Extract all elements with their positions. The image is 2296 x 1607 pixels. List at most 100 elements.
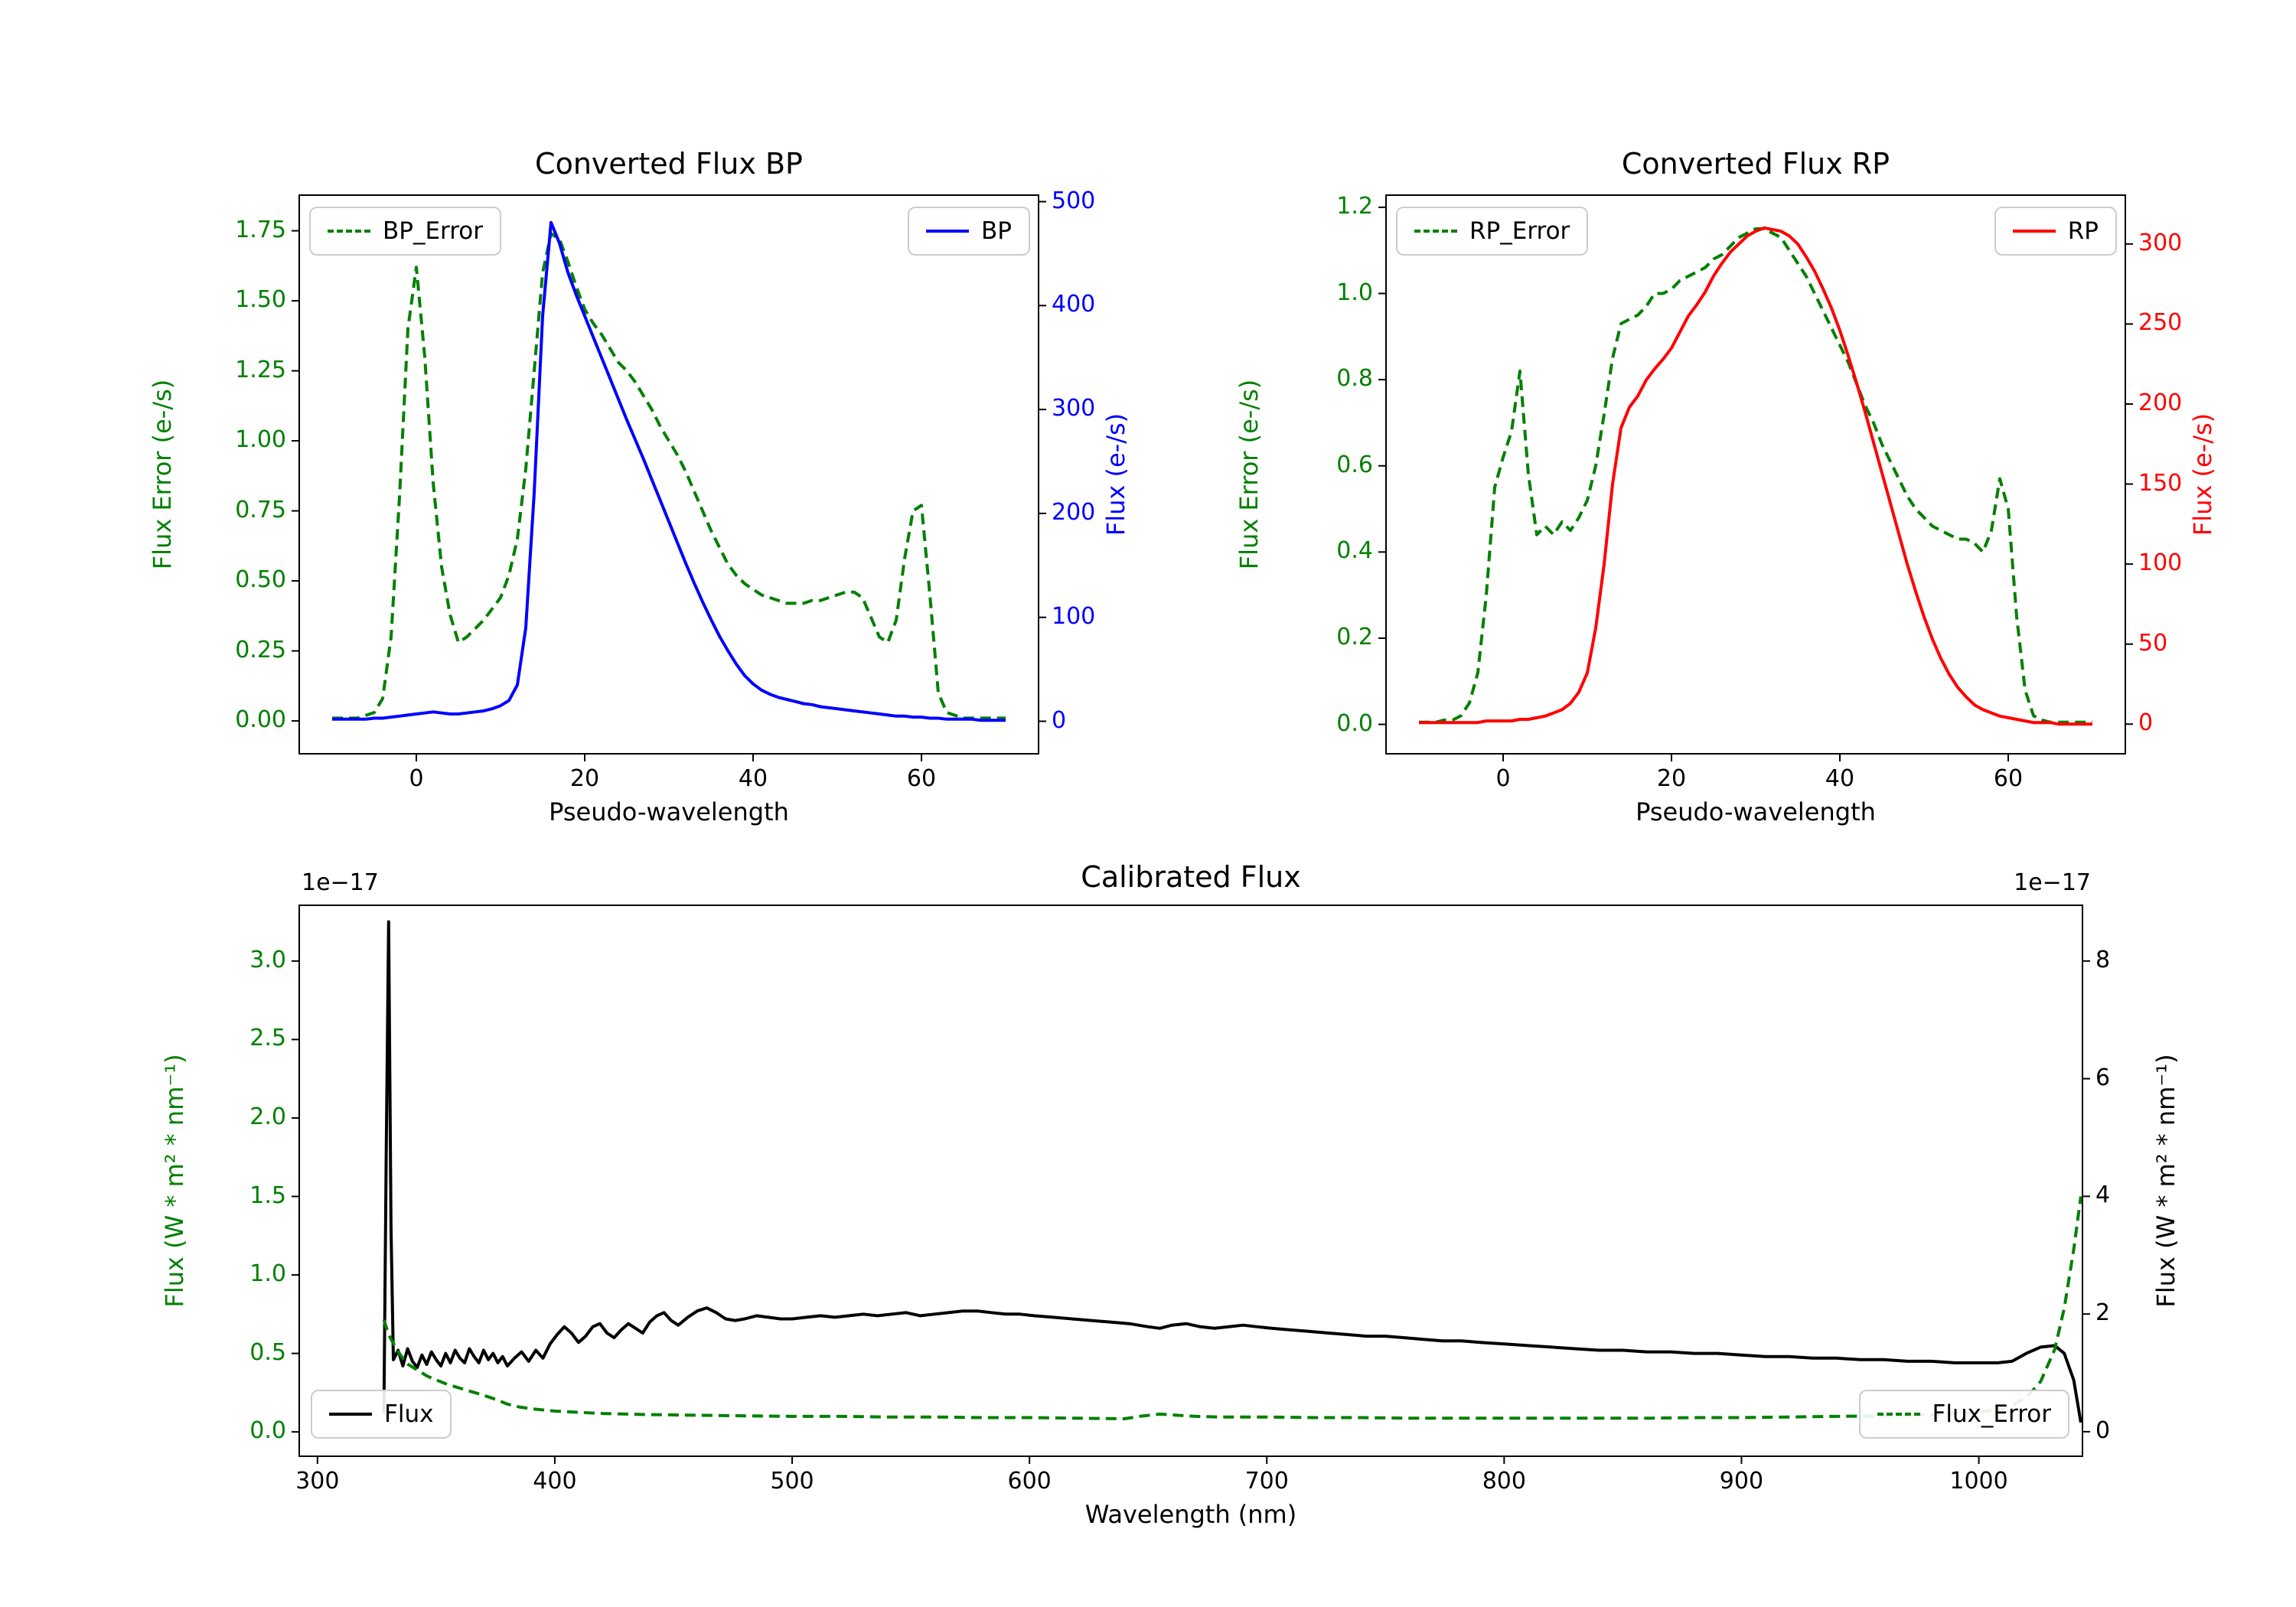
y-axis-label-left: Flux Error (e-/s) xyxy=(1234,379,1264,570)
legend-line-sample xyxy=(328,230,370,233)
chart-title: Converted Flux RP xyxy=(1621,147,1890,181)
legend-flux: Flux xyxy=(311,1390,452,1439)
tick-label: 900 xyxy=(1719,1468,1764,1495)
tick-label: 600 xyxy=(1007,1468,1052,1495)
plot-canvas xyxy=(1378,194,2133,761)
tick-label: 20 xyxy=(1656,765,1687,792)
x-axis-label: Pseudo-wavelength xyxy=(549,797,789,826)
tick-label: 2.0 xyxy=(249,1103,286,1130)
tick-label: 0.25 xyxy=(235,636,286,663)
tick-label: 0 xyxy=(2095,1416,2111,1444)
tick-label: 60 xyxy=(1993,765,2024,792)
tick-label: 2.5 xyxy=(249,1025,286,1052)
tick-label: 1.00 xyxy=(235,425,286,453)
tick-label: 6 xyxy=(2095,1064,2111,1091)
tick-label: 300 xyxy=(295,1468,340,1495)
legend-rp: RP xyxy=(1994,207,2117,256)
tick-label: 8 xyxy=(2095,946,2111,973)
legend-label: Flux xyxy=(384,1400,434,1428)
subplot-converted-flux-rp: Converted Flux RP Pseudo-wavelength Flux… xyxy=(1234,147,2217,826)
tick-label: 40 xyxy=(738,765,768,792)
tick-label: 0.5 xyxy=(249,1338,286,1366)
series-RP_Error xyxy=(1419,227,2092,724)
tick-label: 400 xyxy=(533,1468,577,1495)
tick-label: 0.2 xyxy=(1336,623,1373,650)
tick-label: 800 xyxy=(1482,1468,1526,1495)
tick-label: 0 xyxy=(2138,709,2154,736)
legend-flux-error: Flux_Error xyxy=(1858,1390,2069,1439)
series-RP xyxy=(1419,226,2092,726)
axes-frame xyxy=(298,905,2083,1457)
legend-label: RP xyxy=(2067,217,2099,245)
x-axis-label: Pseudo-wavelength xyxy=(1636,797,1876,826)
tick-label: 1.50 xyxy=(235,285,286,313)
tick-label: 1.75 xyxy=(235,216,286,243)
tick-label: 300 xyxy=(2138,229,2183,256)
tick-label: 0.0 xyxy=(249,1416,286,1444)
offset-text-right: 1e−17 xyxy=(2014,869,2091,896)
tick-label: 0.4 xyxy=(1336,537,1373,565)
plot-canvas xyxy=(292,194,1046,761)
tick-label: 700 xyxy=(1244,1468,1289,1495)
tick-label: 200 xyxy=(1052,498,1096,526)
tick-label: 400 xyxy=(1052,291,1096,318)
legend-line-sample xyxy=(926,230,970,233)
series-Flux xyxy=(382,920,2082,1423)
tick-label: 0.8 xyxy=(1336,364,1373,392)
tick-label: 250 xyxy=(2138,309,2183,337)
legend-line-sample xyxy=(1877,1413,1920,1416)
y-axis-label-right: Flux (e-/s) xyxy=(1101,412,1130,536)
tick-label: 1.0 xyxy=(1336,279,1373,306)
tick-label: 100 xyxy=(2138,549,2183,576)
plot-canvas xyxy=(292,905,2090,1464)
tick-label: 150 xyxy=(2138,469,2183,497)
tick-label: 0.75 xyxy=(235,496,286,523)
legend-label: BP_Error xyxy=(383,217,484,245)
tick-label: 100 xyxy=(1052,602,1096,630)
series-Flux_Error xyxy=(382,1196,2082,1420)
tick-label: 0.0 xyxy=(1336,709,1373,737)
legend-bp: BP xyxy=(908,207,1030,256)
legend-line-sample xyxy=(2012,230,2056,233)
subplot-calibrated-flux: Calibrated Flux Wavelength (nm) Flux (W … xyxy=(160,860,2180,1529)
legend-label: BP xyxy=(981,217,1012,245)
tick-label: 0.6 xyxy=(1336,451,1373,478)
subplot-converted-flux-bp: Converted Flux BP Pseudo-wavelength Flux… xyxy=(148,147,1130,826)
y-axis-label-left: Flux Error (e-/s) xyxy=(148,379,177,570)
legend-line-sample xyxy=(1414,230,1457,233)
axes-frame xyxy=(298,194,1039,755)
tick-label: 0 xyxy=(1495,765,1511,792)
series-BP xyxy=(332,220,1006,722)
tick-label: 2 xyxy=(2095,1299,2111,1326)
series-BP_Error xyxy=(332,232,1006,720)
tick-label: 40 xyxy=(1825,765,1855,792)
chart-title: Calibrated Flux xyxy=(1081,860,1301,894)
y-axis-label-right: Flux (e-/s) xyxy=(2188,412,2217,536)
tick-label: 1.25 xyxy=(235,356,286,383)
legend-rp-error: RP_Error xyxy=(1396,207,1589,256)
tick-label: 3.0 xyxy=(249,946,286,973)
tick-label: 1.0 xyxy=(249,1260,286,1287)
tick-label: 0 xyxy=(1052,706,1067,734)
legend-bp-error: BP_Error xyxy=(309,207,502,256)
y-axis-label-left: Flux (W * m² * nm⁻¹) xyxy=(160,1054,189,1308)
tick-label: 0 xyxy=(409,765,424,792)
x-axis-label: Wavelength (nm) xyxy=(1084,1500,1297,1529)
tick-label: 500 xyxy=(1052,187,1096,214)
tick-label: 200 xyxy=(2138,389,2183,416)
legend-line-sample xyxy=(329,1413,372,1416)
tick-label: 50 xyxy=(2138,629,2168,657)
legend-label: Flux_Error xyxy=(1932,1400,2052,1428)
tick-label: 60 xyxy=(906,765,937,792)
tick-label: 4 xyxy=(2095,1182,2111,1209)
tick-label: 1.5 xyxy=(249,1182,286,1209)
offset-text-left: 1e−17 xyxy=(302,869,379,896)
axes-frame xyxy=(1385,194,2126,755)
y-axis-label-right: Flux (W * m² * nm⁻¹) xyxy=(2151,1054,2180,1308)
tick-label: 500 xyxy=(770,1468,814,1495)
tick-label: 20 xyxy=(569,765,600,792)
tick-label: 1000 xyxy=(1949,1468,2008,1495)
legend-label: RP_Error xyxy=(1469,217,1570,245)
tick-label: 0.00 xyxy=(235,706,286,733)
